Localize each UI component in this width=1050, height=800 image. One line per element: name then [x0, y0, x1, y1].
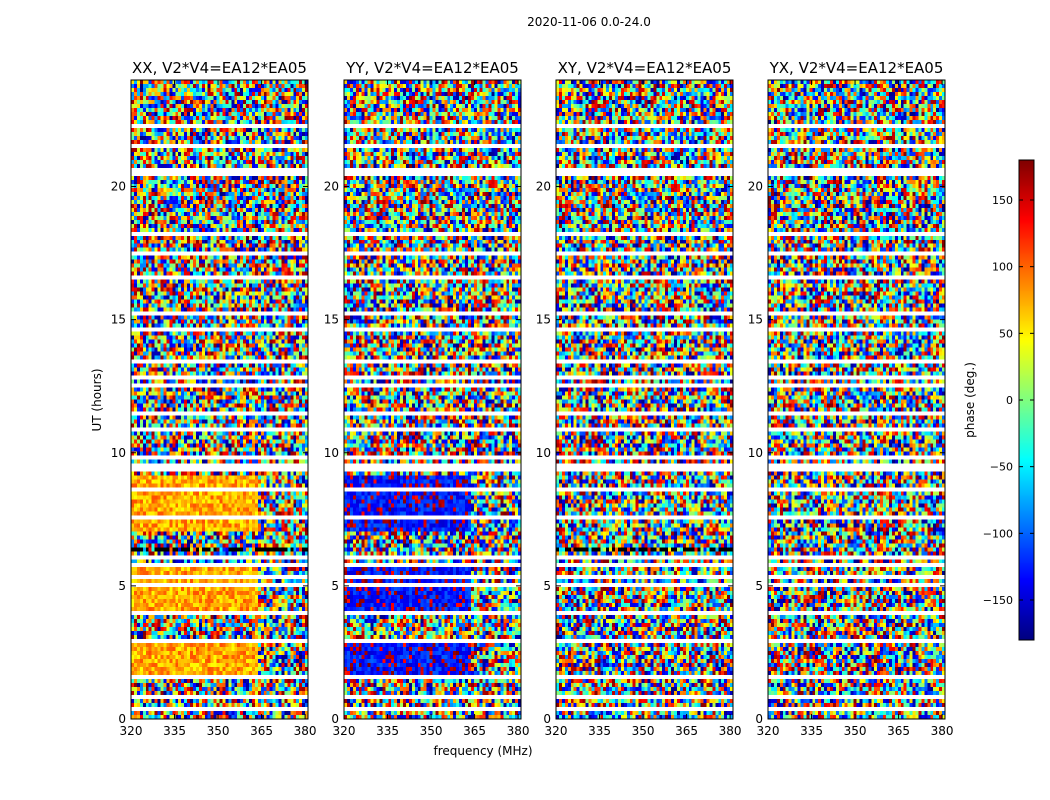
panel-title: XY, V2*V4=EA12*EA05	[558, 59, 732, 77]
colorbar-tick-label: −100	[983, 527, 1013, 540]
x-tick-label: 380	[931, 724, 954, 738]
heatmap-image	[768, 80, 945, 719]
x-axis-label: frequency (MHz)	[433, 744, 532, 758]
heatmap-image	[344, 80, 521, 719]
x-tick-label: 350	[632, 724, 655, 738]
x-tick-label: 350	[207, 724, 230, 738]
y-tick-label: 15	[111, 313, 126, 327]
y-tick-label: 10	[536, 446, 551, 460]
y-tick-label: 20	[324, 180, 339, 194]
panel-frame	[130, 79, 309, 720]
y-tick-label: 0	[543, 712, 551, 726]
y-tick-label: 20	[748, 180, 763, 194]
panel-noise-3: YX, V2*V4=EA12*EA05 320 335 350 365 380 0 5 10 15…	[748, 59, 954, 738]
x-tick-label: 380	[294, 724, 317, 738]
panel-noise-2: XY, V2*V4=EA12*EA05 320 335 350 365 380 0 5 10 15…	[536, 59, 742, 738]
y-tick-label: 5	[118, 579, 126, 593]
y-tick-label: 15	[536, 313, 551, 327]
x-tick-label: 350	[420, 724, 443, 738]
x-tick-label: 380	[719, 724, 742, 738]
x-tick-label: 335	[588, 724, 611, 738]
y-axis-label: UT (hours)	[90, 368, 104, 431]
heatmap-image	[131, 80, 308, 719]
heatmap-panels: XX, V2*V4=EA12*EA05 320 335 350 365 380 0 5 10 15…	[111, 59, 954, 738]
colorbar-tick-label: −150	[983, 594, 1013, 607]
x-tick-label: 335	[800, 724, 823, 738]
colorbar-tick-label: 100	[992, 261, 1013, 274]
x-tick-label: 365	[250, 724, 273, 738]
y-tick-label: 5	[755, 579, 763, 593]
panel-frame	[767, 79, 946, 720]
x-tick-label: 320	[120, 724, 143, 738]
colorbar-tick-label: 50	[999, 327, 1013, 340]
x-tick-label: 365	[463, 724, 486, 738]
y-tick-label: 0	[118, 712, 126, 726]
y-tick-label: 0	[331, 712, 339, 726]
figure-suptitle: 2020-11-06 0.0-24.0	[527, 15, 651, 29]
panel-frame	[343, 79, 522, 720]
colorbar-gradient	[1019, 160, 1034, 640]
y-tick-label: 20	[111, 180, 126, 194]
colorbar-label: phase (deg.)	[963, 362, 977, 438]
y-tick-label: 15	[748, 313, 763, 327]
y-tick-label: 15	[324, 313, 339, 327]
x-tick-label: 365	[887, 724, 910, 738]
panel-title: YY, V2*V4=EA12*EA05	[345, 59, 519, 77]
panel-title: YX, V2*V4=EA12*EA05	[769, 59, 944, 77]
x-tick-label: 350	[844, 724, 867, 738]
heatmap-image	[556, 80, 733, 719]
x-tick-label: 365	[675, 724, 698, 738]
x-tick-label: 320	[545, 724, 568, 738]
colorbar-tick-label: 0	[1006, 394, 1013, 407]
x-tick-label: 320	[333, 724, 356, 738]
colorbar-tick-label: −50	[990, 461, 1013, 474]
x-tick-label: 335	[376, 724, 399, 738]
panel-yy-1: YY, V2*V4=EA12*EA05 320 335 350 365 380 0 5 10 15…	[324, 59, 530, 738]
colorbar-tick-label: 150	[992, 194, 1013, 207]
x-tick-label: 320	[757, 724, 780, 738]
x-tick-label: 380	[507, 724, 530, 738]
panel-frame	[555, 79, 734, 720]
y-tick-label: 5	[331, 579, 339, 593]
y-tick-label: 10	[111, 446, 126, 460]
panel-xx-0: XX, V2*V4=EA12*EA05 320 335 350 365 380 0 5 10 15…	[111, 59, 317, 738]
y-tick-label: 20	[536, 180, 551, 194]
y-tick-label: 10	[748, 446, 763, 460]
y-tick-label: 10	[324, 446, 339, 460]
colorbar: 150 100 50 0 −50 −100 −150	[983, 159, 1035, 641]
panel-title: XX, V2*V4=EA12*EA05	[132, 59, 307, 77]
y-tick-label: 5	[543, 579, 551, 593]
x-tick-label: 335	[163, 724, 186, 738]
y-tick-label: 0	[755, 712, 763, 726]
